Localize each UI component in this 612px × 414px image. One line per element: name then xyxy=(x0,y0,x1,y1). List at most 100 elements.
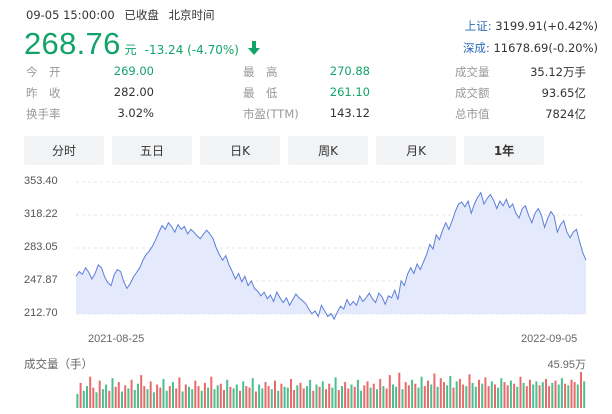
volume-bar xyxy=(267,386,270,408)
volume-bar xyxy=(490,381,493,408)
volume-bar xyxy=(146,389,149,408)
volume-bar xyxy=(519,376,522,408)
volume-title: 成交量（手） xyxy=(24,357,93,371)
volume-bar xyxy=(554,380,557,408)
volume-bar xyxy=(325,389,327,408)
volume-bar xyxy=(159,387,162,408)
volume-bar xyxy=(213,389,216,408)
volume-bar xyxy=(197,386,200,408)
price-change: -13.24 (-4.70%) xyxy=(145,43,239,57)
volume-bar xyxy=(127,388,130,408)
volume-bar xyxy=(76,393,79,408)
volume-bar xyxy=(567,385,570,408)
volume-bar xyxy=(309,379,312,408)
volume-bar xyxy=(290,379,292,408)
volume-bar xyxy=(398,372,401,408)
volume-bar xyxy=(443,382,445,408)
volume-bar xyxy=(583,381,586,408)
volume-bar xyxy=(216,385,219,408)
stat-open-value: 269.00 xyxy=(113,64,154,78)
index-shanghai[interactable]: 上证: 3199.91(+0.42%) xyxy=(465,18,598,34)
tab-daily-k[interactable]: 日K xyxy=(200,136,280,165)
stat-amount-label: 成交额 xyxy=(455,86,490,100)
volume-bar xyxy=(513,383,516,408)
y-tick-label: 353.40 xyxy=(24,175,58,187)
volume-bar xyxy=(529,379,531,408)
period-tabs: 分时 五日 日K 周K 月K 1年 xyxy=(24,136,544,165)
volume-bar xyxy=(254,391,257,408)
volume-bar xyxy=(82,390,85,408)
volume-bar xyxy=(334,377,337,408)
volume-bar xyxy=(446,385,449,408)
volume-bar xyxy=(363,385,366,408)
volume-bar xyxy=(203,382,206,408)
stat-market-cap-label: 总市值 xyxy=(455,107,490,121)
volume-bar xyxy=(509,380,512,408)
volume-bar xyxy=(105,384,108,408)
volume-bar xyxy=(98,380,101,408)
market-status: 09-05 15:00:00 已收盘 北京时间 xyxy=(26,7,215,23)
volume-bar xyxy=(165,390,168,408)
volume-bar xyxy=(264,382,267,408)
volume-bar xyxy=(433,373,436,408)
volume-bar xyxy=(414,383,417,408)
volume-bar xyxy=(570,379,573,408)
volume-bar xyxy=(79,382,82,408)
volume-bar xyxy=(347,388,350,408)
volume-bar xyxy=(130,379,133,408)
current-price: 268.76 xyxy=(24,26,121,61)
volume-bar xyxy=(580,372,582,408)
price-unit: 元 xyxy=(124,43,137,57)
volume-bar xyxy=(407,385,410,408)
quote-datetime: 09-05 15:00:00 xyxy=(26,8,115,22)
tab-weekly-k[interactable]: 周K xyxy=(288,136,368,165)
volume-bar xyxy=(168,386,171,408)
y-tick-label: 318.22 xyxy=(24,208,58,220)
volume-bar xyxy=(95,392,98,408)
volume-bar xyxy=(143,386,146,408)
volume-bar xyxy=(541,382,544,408)
index-value: 11678.69(-0.20%) xyxy=(493,41,598,55)
index-shenzhen[interactable]: 深成: 11678.69(-0.20%) xyxy=(463,40,598,56)
volume-bar xyxy=(439,378,442,408)
volume-bar xyxy=(331,387,334,408)
volume-bar xyxy=(312,390,315,408)
price-series-line xyxy=(75,191,587,321)
volume-bar xyxy=(506,385,509,408)
volume-bar xyxy=(392,384,394,408)
volume-bar xyxy=(503,382,506,408)
stat-turnover-value: 3.02% xyxy=(117,106,154,120)
volume-bar xyxy=(210,376,213,408)
volume-bar xyxy=(538,385,541,408)
tab-five-day[interactable]: 五日 xyxy=(112,136,192,165)
volume-bar xyxy=(484,377,487,408)
volume-bar xyxy=(156,384,159,408)
volume-bar xyxy=(258,384,261,408)
volume-bar xyxy=(516,386,519,408)
tab-intraday[interactable]: 分时 xyxy=(24,136,104,165)
volume-bar xyxy=(274,380,276,408)
volume-bar xyxy=(404,382,407,408)
stat-open-label: 今 开 xyxy=(26,65,61,79)
volume-bar xyxy=(487,386,490,408)
volume-bar xyxy=(436,386,439,408)
stat-market-cap-value: 7824亿 xyxy=(545,107,586,121)
volume-bar xyxy=(232,388,235,408)
volume-bar xyxy=(89,376,92,408)
price-area-fill xyxy=(76,192,586,320)
volume-bar xyxy=(385,388,388,408)
volume-bar xyxy=(261,388,264,408)
tab-one-year[interactable]: 1年 xyxy=(464,136,544,165)
volume-bar xyxy=(423,386,426,408)
stat-low-label: 最 低 xyxy=(243,86,278,100)
volume-bar xyxy=(344,382,347,408)
volume-bar xyxy=(152,392,155,408)
volume-bar xyxy=(321,381,324,408)
volume-bar xyxy=(140,375,143,408)
volume-bar xyxy=(124,385,127,408)
tab-monthly-k[interactable]: 月K xyxy=(376,136,456,165)
volume-bar xyxy=(455,381,458,408)
volume-bar xyxy=(471,382,474,408)
volume-bar xyxy=(576,384,579,408)
